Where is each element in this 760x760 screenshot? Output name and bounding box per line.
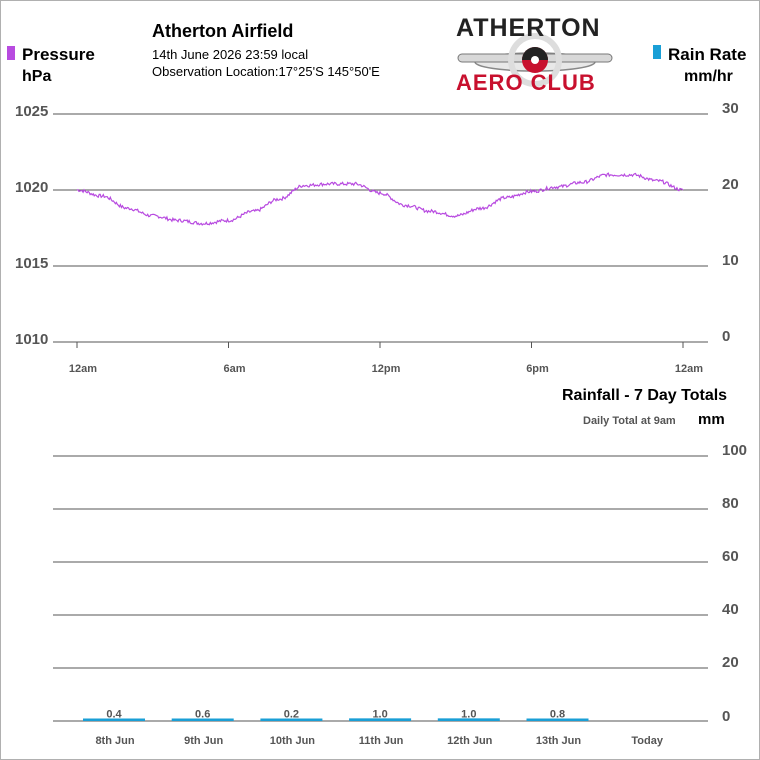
- pressure-tick-label: 1015: [15, 255, 48, 272]
- rainfall-value-label: 0.2: [284, 709, 299, 721]
- rainfall-category-label: 12th Jun: [447, 735, 493, 747]
- rain-rate-legend-swatch: [653, 45, 661, 59]
- time-axis-label: 12am: [675, 363, 703, 375]
- rainfall-category-label: 10th Jun: [270, 735, 316, 747]
- rainfall-value-label: 0.4: [106, 709, 122, 721]
- rain-rate-tick-label: 30: [722, 100, 739, 117]
- time-axis-label: 12pm: [372, 363, 401, 375]
- station-name: Atherton Airfield: [152, 21, 294, 41]
- rainfall-category-label: 8th Jun: [95, 735, 134, 747]
- pressure-legend-label: Pressure: [22, 45, 95, 64]
- rainfall-tick-label: 40: [722, 601, 739, 618]
- observation-location: Observation Location:17°25'S 145°50'E: [152, 64, 380, 79]
- rain-rate-legend-label: Rain Rate: [668, 45, 747, 64]
- rain-rate-unit-label: mm/hr: [684, 68, 733, 85]
- pressure-unit-label: hPa: [22, 68, 52, 85]
- rainfall-chart-subtitle: Daily Total at 9am: [583, 415, 676, 427]
- time-axis-label: 6pm: [526, 363, 549, 375]
- rainfall-tick-label: 60: [722, 548, 739, 565]
- time-axis-label: 12am: [69, 363, 97, 375]
- rainfall-value-label: 0.6: [195, 709, 210, 721]
- rainfall-value-label: 1.0: [372, 709, 387, 721]
- rainfall-tick-label: 0: [722, 708, 730, 725]
- pressure-tick-label: 1020: [15, 179, 48, 196]
- rainfall-value-label: 0.8: [550, 709, 565, 721]
- plane-logo-icon: [457, 33, 613, 87]
- rainfall-tick-label: 20: [722, 654, 739, 671]
- rainfall-bar: [260, 718, 323, 721]
- rainfall-chart-title: Rainfall - 7 Day Totals: [562, 387, 728, 404]
- pressure-tick-label: 1010: [15, 331, 48, 348]
- rain-rate-tick-label: 0: [722, 328, 730, 345]
- pressure-tick-label: 1025: [15, 103, 48, 120]
- rainfall-value-label: 1.0: [461, 709, 476, 721]
- rainfall-category-label: 9th Jun: [184, 735, 223, 747]
- rainfall-bar: [83, 718, 145, 721]
- rainfall-category-label: Today: [631, 735, 663, 747]
- rainfall-category-label: 11th Jun: [359, 735, 404, 747]
- rainfall-bar: [437, 718, 500, 721]
- rainfall-unit-label: mm: [698, 411, 725, 428]
- time-axis-label: 6am: [223, 363, 245, 375]
- aero-club-logo: ATHERTON AERO CLUB: [450, 14, 620, 98]
- rainfall-tick-label: 100: [722, 442, 747, 459]
- pressure-series-line: [76, 172, 684, 226]
- rainfall-bar: [349, 718, 412, 721]
- rain-rate-tick-label: 10: [722, 252, 739, 269]
- observation-datetime: 14th June 2026 23:59 local: [152, 47, 309, 62]
- rainfall-category-label: 13th Jun: [536, 735, 582, 747]
- pressure-legend-swatch: [7, 46, 15, 60]
- rain-rate-tick-label: 20: [722, 176, 739, 193]
- logo-text-aero-club: AERO CLUB: [456, 70, 596, 95]
- rainfall-tick-label: 80: [722, 495, 739, 512]
- rainfall-bar: [171, 718, 234, 721]
- logo-text-atherton: ATHERTON: [456, 14, 601, 42]
- rainfall-bar: [526, 718, 589, 721]
